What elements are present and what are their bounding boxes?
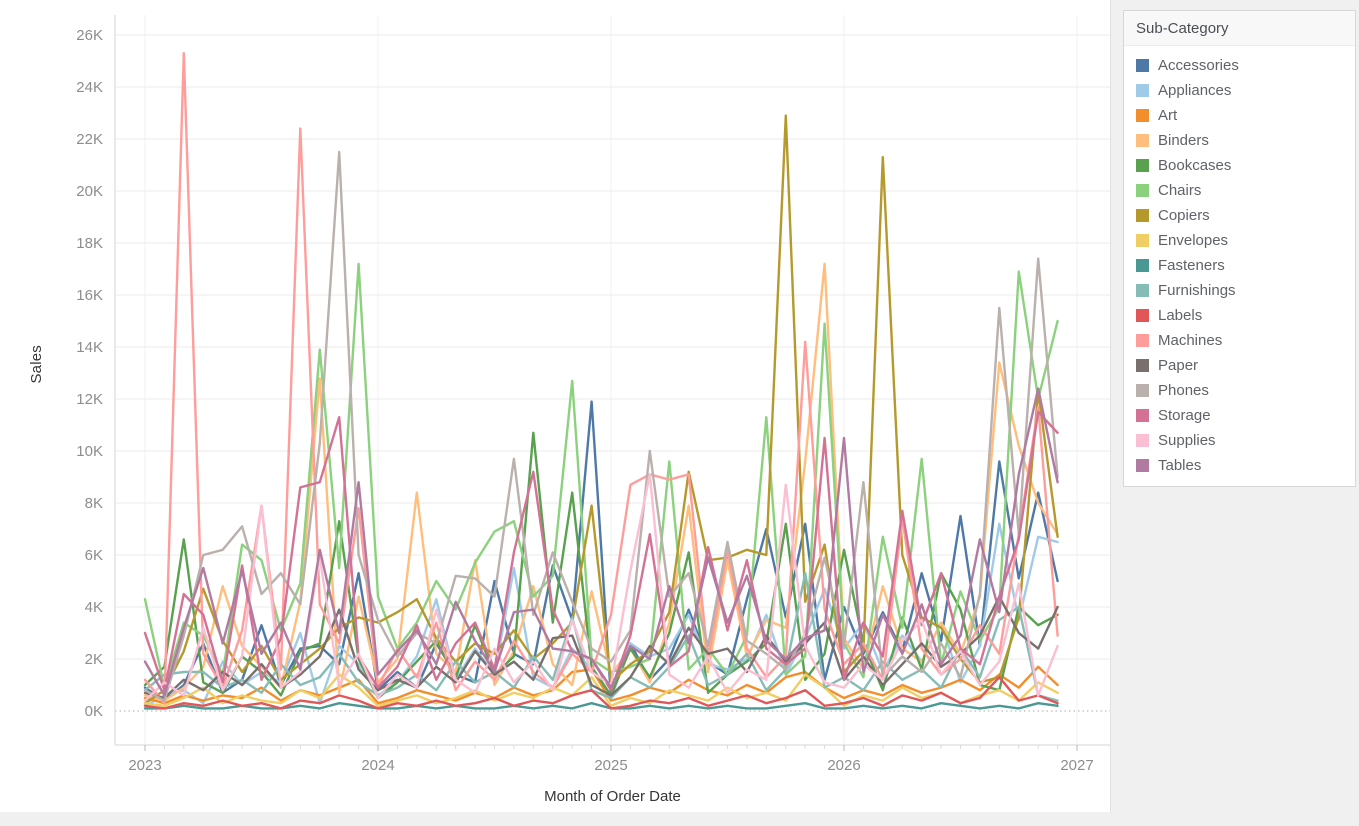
y-axis-title: Sales: [28, 345, 45, 384]
legend-item-label: Binders: [1158, 132, 1209, 149]
x-tick-label: 2024: [361, 757, 394, 774]
x-tick-label: 2025: [594, 757, 627, 774]
legend-swatch-tables: [1136, 459, 1149, 472]
legend-item-label: Accessories: [1158, 57, 1239, 74]
legend-swatch-furnishings: [1136, 284, 1149, 297]
y-tick-label: 16K: [76, 287, 103, 304]
legend-item-label: Art: [1158, 107, 1178, 124]
legend-swatch-envelopes: [1136, 234, 1149, 247]
series-line-furnishings[interactable]: [143, 572, 1059, 702]
legend-swatch-paper: [1136, 359, 1149, 372]
legend-item-label: Machines: [1158, 332, 1223, 349]
y-tick-label: 6K: [85, 547, 103, 564]
y-tick-label: 2K: [85, 651, 103, 668]
y-tick-label: 14K: [76, 339, 103, 356]
legend-swatch-supplies: [1136, 434, 1149, 447]
series-line-paper[interactable]: [143, 595, 1059, 700]
y-tick-label: 10K: [76, 443, 103, 460]
legend-item-label: Fasteners: [1158, 257, 1225, 274]
legend-item-label: Bookcases: [1158, 157, 1232, 174]
y-tick-label: 12K: [76, 391, 103, 408]
series-line-phones[interactable]: [143, 150, 1059, 702]
legend-item-label: Phones: [1158, 382, 1209, 399]
legend-item-label: Chairs: [1158, 182, 1202, 199]
legend-swatch-storage: [1136, 409, 1149, 422]
legend-items: Accessories Appliances Art Binders Bookcases…: [1124, 46, 1355, 486]
legend-swatch-binders: [1136, 134, 1149, 147]
legend-swatch-copiers: [1136, 209, 1149, 222]
legend-swatch-machines: [1136, 334, 1149, 347]
y-tick-label: 4K: [85, 599, 103, 616]
legend-swatch-phones: [1136, 384, 1149, 397]
legend-item-envelopes[interactable]: Envelopes: [1124, 228, 1355, 253]
x-tick-label: 2023: [128, 757, 161, 774]
legend-item-phones[interactable]: Phones: [1124, 378, 1355, 403]
x-axis-title: Month of Order Date: [544, 788, 681, 805]
series-line-copiers[interactable]: [143, 114, 1059, 705]
legend-item-label: Appliances: [1158, 82, 1232, 99]
series-line-labels[interactable]: [143, 676, 1059, 710]
legend-swatch-labels: [1136, 309, 1149, 322]
legend-item-label: Furnishings: [1158, 282, 1236, 299]
x-tick-label: 2026: [827, 757, 860, 774]
legend-item-labels[interactable]: Labels: [1124, 303, 1355, 328]
legend-item-appliances[interactable]: Appliances: [1124, 78, 1355, 103]
legend-item-chairs[interactable]: Chairs: [1124, 178, 1355, 203]
y-tick-label: 0K: [85, 703, 103, 720]
legend-item-supplies[interactable]: Supplies: [1124, 428, 1355, 453]
legend-swatch-fasteners: [1136, 259, 1149, 272]
series-line-binders[interactable]: [143, 262, 1059, 702]
legend-panel: Sub-Category Accessories Appliances Art Bin…: [1123, 10, 1356, 487]
legend-item-label: Tables: [1158, 457, 1202, 474]
y-tick-label: 22K: [76, 131, 103, 148]
legend-item-label: Labels: [1158, 307, 1203, 324]
series-line-tables[interactable]: [143, 387, 1059, 697]
chart-sheet: 2023 2024 2025 2026 2027 0K 2K 4K 6K 8K 10K 12K 14K 1…: [0, 0, 1111, 812]
legend-item-machines[interactable]: Machines: [1124, 328, 1355, 353]
y-tick-label: 8K: [85, 495, 103, 512]
legend-item-paper[interactable]: Paper: [1124, 353, 1355, 378]
legend-item-copiers[interactable]: Copiers: [1124, 203, 1355, 228]
legend-title: Sub-Category: [1124, 11, 1355, 46]
x-tick-label: 2027: [1060, 757, 1093, 774]
legend-swatch-accessories: [1136, 59, 1149, 72]
legend-item-furnishings[interactable]: Furnishings: [1124, 278, 1355, 303]
legend-item-accessories[interactable]: Accessories: [1124, 53, 1355, 78]
legend-swatch-art: [1136, 109, 1149, 122]
legend-swatch-bookcases: [1136, 159, 1149, 172]
y-tick-label: 24K: [76, 79, 103, 96]
legend-item-label: Paper: [1158, 357, 1199, 374]
series-line-supplies[interactable]: [143, 473, 1059, 702]
legend-item-label: Envelopes: [1158, 232, 1229, 249]
legend-swatch-appliances: [1136, 84, 1149, 97]
legend-swatch-chairs: [1136, 184, 1149, 197]
legend-item-art[interactable]: Art: [1124, 103, 1355, 128]
legend-item-label: Supplies: [1158, 432, 1216, 449]
legend-item-tables[interactable]: Tables: [1124, 453, 1355, 478]
sales-line-chart[interactable]: 2023 2024 2025 2026 2027 0K 2K 4K 6K 8K 10K 12K 14K 1…: [0, 0, 1110, 812]
y-tick-label: 20K: [76, 183, 103, 200]
legend-item-fasteners[interactable]: Fasteners: [1124, 253, 1355, 278]
series-line-machines[interactable]: [143, 52, 1059, 705]
legend-item-storage[interactable]: Storage: [1124, 403, 1355, 428]
series-line-fasteners[interactable]: [143, 702, 1059, 710]
legend-item-label: Storage: [1158, 407, 1211, 424]
series-line-chairs[interactable]: [143, 262, 1059, 689]
y-tick-label: 18K: [76, 235, 103, 252]
legend-item-label: Copiers: [1158, 207, 1210, 224]
legend-item-binders[interactable]: Binders: [1124, 128, 1355, 153]
legend-item-bookcases[interactable]: Bookcases: [1124, 153, 1355, 178]
y-tick-label: 26K: [76, 27, 103, 44]
